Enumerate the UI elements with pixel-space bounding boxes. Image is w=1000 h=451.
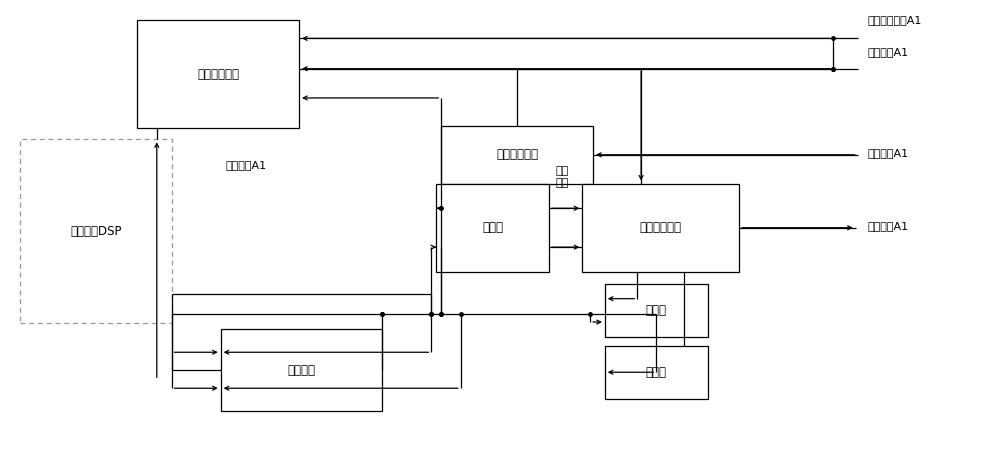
Bar	[582, 184, 739, 272]
Text: 调节单元: 调节单元	[288, 364, 316, 377]
Bar	[441, 126, 593, 184]
Text: 信号输出单元: 信号输出单元	[640, 221, 682, 234]
Text: 逻辑非: 逻辑非	[646, 366, 667, 379]
Text: 使能
信号: 使能 信号	[555, 166, 568, 188]
Text: 过流比较单元: 过流比较单元	[496, 148, 538, 161]
Bar	[605, 346, 708, 399]
Text: 逻辑与: 逻辑与	[646, 304, 667, 317]
Text: 驱动欠压信号A1: 驱动欠压信号A1	[868, 15, 922, 25]
Bar	[137, 20, 299, 128]
Bar	[436, 184, 549, 272]
Text: 驱动信号A1: 驱动信号A1	[226, 160, 267, 170]
Text: 主控芯片DSP: 主控芯片DSP	[70, 225, 122, 238]
Bar	[20, 139, 172, 323]
Bar	[221, 329, 382, 411]
Text: 驱动信号A1: 驱动信号A1	[868, 221, 909, 231]
Text: 温度信号A1: 温度信号A1	[868, 47, 909, 57]
Text: 信号采集单元: 信号采集单元	[197, 68, 239, 81]
Text: 逻辑与: 逻辑与	[482, 221, 503, 234]
Text: 电流信号A1: 电流信号A1	[868, 147, 909, 157]
Bar	[605, 284, 708, 337]
